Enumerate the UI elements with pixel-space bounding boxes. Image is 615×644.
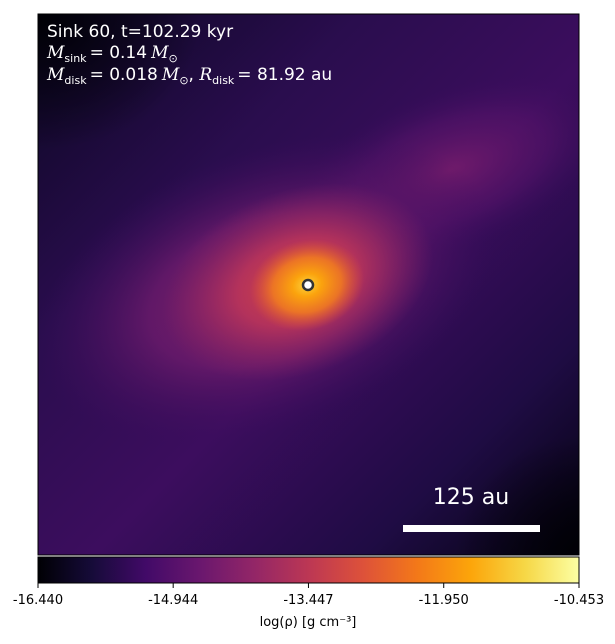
scale-bar — [403, 525, 540, 532]
colorbar-label: log(ρ) [g cm⁻³] — [260, 615, 357, 630]
dark-corner-top-left — [38, 14, 200, 150]
info-line-sink-time: Sink 60, t=102.29 kyr — [47, 22, 233, 42]
colorbar — [37, 556, 580, 584]
colorbar-ticks: -16.440 -14.944 -13.447 -11.950 -10.453 — [13, 583, 604, 608]
colorbar-tick-label-2: -13.447 — [283, 593, 333, 608]
info-line-disk: Mdisk = 0.018 M⊙, Rdisk = 81.92 au — [46, 65, 332, 87]
colorbar-tick-label-1: -14.944 — [148, 593, 198, 608]
colorbar-tick-label-0: -16.440 — [13, 593, 63, 608]
colorbar-tick-label-3: -11.950 — [419, 593, 469, 608]
colorbar-tick-label-4: -10.453 — [554, 593, 604, 608]
plot-frame — [37, 13, 580, 556]
sink-marker — [301, 278, 315, 292]
scale-bar-label: 125 au — [433, 485, 509, 510]
info-line-sink-mass: Msink = 0.14 M⊙ — [46, 43, 178, 65]
